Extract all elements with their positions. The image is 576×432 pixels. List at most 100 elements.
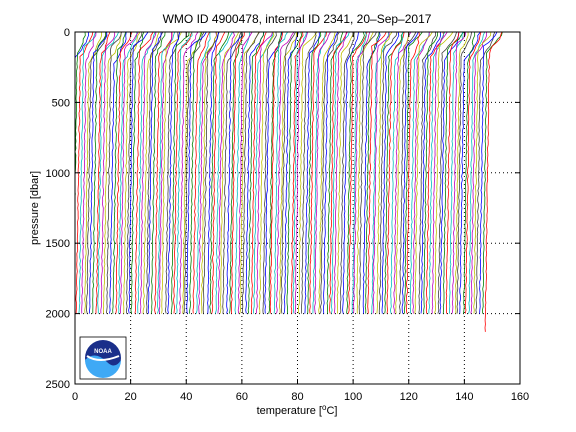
profile-line [451, 32, 467, 314]
x-axis-label-suffix: C] [326, 405, 337, 417]
profile-line [211, 32, 226, 314]
profile-line [294, 32, 309, 314]
profile-line [353, 32, 371, 314]
profile-line [393, 32, 412, 314]
profile-line [454, 32, 469, 314]
profile-line [479, 32, 498, 314]
profile-line [192, 32, 210, 314]
profile-line [97, 32, 119, 314]
profile-line [201, 32, 218, 314]
profile-line [362, 32, 381, 314]
profile-line [456, 32, 472, 314]
profile-line [109, 32, 127, 314]
profile-line [164, 32, 179, 314]
profile-line [186, 32, 207, 314]
profile-line [437, 32, 457, 314]
profile-line [268, 32, 282, 314]
profile-line [463, 32, 476, 314]
profile-line [475, 32, 496, 314]
profile-line [340, 32, 355, 314]
profile-line [367, 32, 387, 314]
profile-line [464, 32, 482, 314]
profile-line [401, 32, 419, 314]
profile-line [128, 32, 149, 314]
y-tick-label: 1500 [46, 238, 70, 250]
profile-line [371, 32, 389, 314]
y-axis-label: pressure [dbar] [29, 171, 41, 245]
profile-line [414, 32, 433, 314]
profile-line [358, 32, 377, 314]
profile-line [431, 32, 448, 314]
profile-line [84, 32, 103, 314]
profile-line [167, 32, 181, 314]
profile-line [384, 32, 404, 314]
profile-line [269, 32, 284, 314]
profile-line [147, 32, 162, 314]
profile-line [126, 32, 143, 314]
y-axis: 0 500 1000 1500 2000 2500 [46, 27, 520, 391]
profile-line [170, 32, 190, 314]
profile-line [428, 32, 446, 314]
profile-line [100, 32, 116, 314]
profile-line [449, 32, 463, 314]
profiles [75, 32, 503, 332]
profile-line [399, 32, 417, 314]
y-tick-label: 1000 [46, 168, 70, 180]
profile-line [253, 32, 274, 314]
chart-title: WMO ID 4900478, internal ID 2341, 20–Sep… [163, 12, 432, 26]
profile-line [304, 32, 320, 314]
profile-line [81, 32, 97, 314]
noaa-logo: NOAA [79, 336, 127, 380]
profile-line [348, 32, 368, 314]
profile-line [189, 32, 203, 314]
profile-line [179, 32, 199, 314]
profile-line [351, 32, 367, 314]
profile-line [292, 32, 307, 314]
profile-line [425, 32, 445, 314]
profile-line [215, 32, 234, 314]
profile-line [230, 32, 245, 314]
profile-line [320, 32, 340, 314]
profile-line [78, 32, 96, 314]
profile-line [434, 32, 454, 314]
profile-line [161, 32, 182, 314]
profile-line [286, 32, 303, 314]
profile-line [381, 32, 400, 314]
profile-line [209, 32, 230, 314]
profile-line [173, 32, 193, 314]
profile-line [234, 32, 251, 314]
profile-line [222, 32, 242, 314]
profile-line [241, 32, 260, 314]
profile-line [123, 32, 141, 314]
profile-line [219, 32, 240, 314]
profile-line [342, 32, 359, 314]
profile-line [120, 32, 139, 314]
profile-line [102, 32, 122, 314]
profile-line [481, 32, 503, 314]
profile-line [256, 32, 273, 314]
profile-line [386, 32, 405, 314]
profile-line [283, 32, 299, 314]
profile-line [229, 32, 243, 314]
y-tick-label: 0 [64, 27, 70, 39]
profile-line [239, 32, 260, 314]
profile-line [182, 32, 201, 314]
logo-bird [86, 355, 120, 361]
profile-line [250, 32, 267, 314]
x-tick-label: 40 [180, 391, 192, 403]
profile-line [329, 32, 347, 314]
x-tick-label: 20 [125, 391, 137, 403]
logo-wave [85, 355, 121, 378]
profile-line [95, 32, 111, 314]
profile-line [247, 32, 264, 314]
profile-line [326, 32, 344, 314]
profile-line [356, 32, 374, 314]
profile-line [312, 32, 326, 314]
x-tick-label: 120 [400, 391, 418, 403]
profile-line [207, 32, 220, 314]
profile-line [423, 32, 438, 314]
profile-line [150, 32, 166, 314]
profile-line [439, 32, 460, 314]
profile-line [264, 32, 283, 314]
